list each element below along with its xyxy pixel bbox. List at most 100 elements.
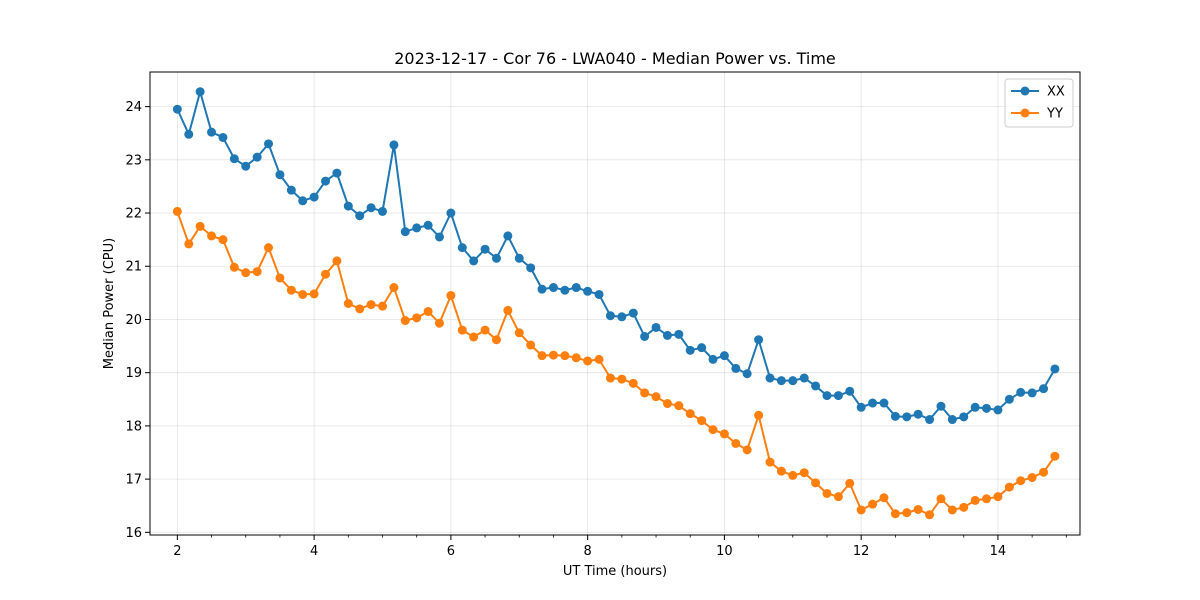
data-point-yy [583, 356, 593, 366]
data-point-yy [617, 374, 627, 384]
data-point-yy [742, 445, 752, 455]
data-point-xx [811, 381, 821, 391]
data-point-xx [856, 402, 866, 412]
series-yy [172, 206, 1060, 520]
data-point-yy [560, 351, 570, 361]
data-point-yy [925, 510, 935, 520]
data-point-xx [469, 256, 479, 266]
data-point-yy [628, 378, 638, 388]
data-point-yy [959, 502, 969, 512]
data-point-yy [446, 291, 456, 301]
y-tick-label: 16 [125, 526, 142, 541]
data-point-yy [355, 304, 365, 314]
data-point-xx [172, 104, 182, 114]
data-point-xx [970, 402, 980, 412]
data-point-xx [719, 351, 729, 361]
data-point-xx [833, 391, 843, 401]
data-point-xx [298, 196, 308, 206]
data-point-yy [264, 243, 274, 253]
data-point-xx [286, 185, 296, 195]
data-point-yy [537, 351, 547, 361]
data-point-yy [207, 231, 217, 241]
data-point-xx [332, 168, 342, 178]
data-point-xx [446, 208, 456, 218]
data-point-xx [229, 154, 239, 164]
data-point-yy [321, 269, 331, 279]
data-point-xx [708, 354, 718, 364]
x-tick-label: 2 [173, 544, 181, 559]
data-point-yy [719, 429, 729, 439]
series-xx [172, 87, 1060, 425]
y-tick-label: 23 [125, 153, 142, 168]
data-point-yy [731, 438, 741, 448]
data-point-yy [788, 470, 798, 480]
data-point-yy [457, 325, 467, 335]
data-point-xx [765, 373, 775, 383]
data-point-yy [776, 466, 786, 476]
data-point-xx [343, 201, 353, 211]
data-point-yy [811, 478, 821, 488]
data-point-xx [423, 220, 433, 230]
data-point-yy [252, 267, 262, 277]
legend-marker-xx [1020, 86, 1030, 96]
data-point-yy [378, 301, 387, 311]
data-point-yy [890, 509, 900, 519]
data-point-yy [856, 505, 866, 515]
data-point-yy [332, 256, 342, 266]
data-point-yy [993, 492, 1003, 502]
data-point-xx [457, 243, 467, 253]
data-point-yy [708, 425, 718, 435]
data-point-yy [309, 289, 319, 299]
y-tick-label: 22 [125, 207, 142, 222]
data-point-xx [936, 401, 946, 411]
data-point-xx [526, 263, 536, 273]
data-point-xx [822, 391, 832, 401]
y-tick-label: 21 [125, 260, 142, 275]
data-point-yy [514, 328, 524, 338]
data-point-xx [207, 127, 217, 137]
data-point-xx [480, 244, 490, 254]
data-point-xx [697, 343, 707, 353]
y-tick-label: 19 [125, 366, 142, 381]
data-point-xx [913, 409, 923, 419]
data-point-xx [993, 405, 1003, 415]
data-point-xx [1039, 384, 1049, 394]
data-point-xx [400, 227, 410, 237]
data-point-yy [195, 221, 205, 231]
legend-label-xx: XX [1047, 85, 1065, 100]
data-point-yy [503, 305, 513, 315]
data-point-xx [195, 87, 205, 97]
data-point-yy [229, 262, 239, 272]
data-point-yy [594, 354, 604, 364]
legend-label-yy: YY [1046, 107, 1063, 122]
data-point-yy [423, 306, 433, 316]
data-point-xx [1016, 387, 1026, 397]
data-point-xx [366, 203, 376, 213]
data-point-yy [1004, 482, 1014, 492]
data-point-xx [594, 289, 604, 299]
data-point-xx [776, 376, 786, 386]
y-axis-label: Median Power (CPU) [102, 238, 117, 369]
data-point-yy [936, 494, 946, 504]
data-point-xx [184, 129, 194, 139]
data-point-xx [275, 170, 285, 180]
data-point-xx [252, 152, 262, 162]
data-point-xx [264, 139, 274, 149]
chart-title: 2023-12-17 - Cor 76 - LWA040 - Median Po… [394, 49, 836, 68]
data-point-yy [970, 495, 980, 505]
data-point-yy [1039, 467, 1049, 477]
data-point-yy [389, 283, 399, 293]
data-point-xx [868, 398, 878, 408]
data-point-xx [583, 286, 593, 296]
y-tick-label: 18 [125, 419, 142, 434]
data-point-xx [321, 176, 331, 186]
data-point-yy [275, 273, 285, 283]
x-tick-label: 6 [447, 544, 455, 559]
data-point-yy [754, 410, 764, 420]
x-tick-label: 4 [310, 544, 318, 559]
data-point-yy [902, 508, 912, 518]
data-point-yy [172, 206, 182, 216]
data-point-yy [913, 504, 923, 514]
